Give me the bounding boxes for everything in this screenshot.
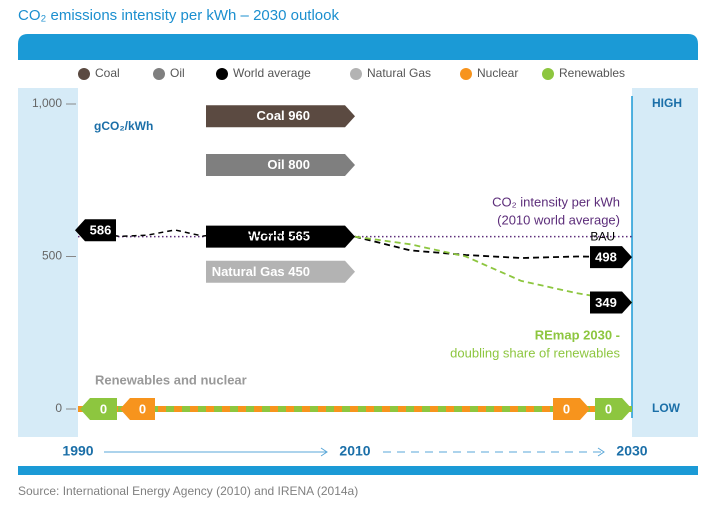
legend-label: Coal [95, 66, 120, 80]
zero-tag [80, 398, 117, 420]
source: Source: International Energy Agency (201… [18, 484, 358, 498]
x-tick-label: 1990 [62, 443, 93, 459]
value-tag [75, 219, 116, 242]
zero-tag-label: 0 [139, 401, 146, 416]
level-name: Coal [257, 109, 285, 124]
level-value: 450 [288, 264, 310, 279]
level-value: 800 [288, 157, 310, 172]
level-tag-label: Oil 800 [267, 157, 310, 172]
title: CO₂ emissions intensity per kWh – 2030 o… [18, 7, 339, 24]
y-tick-label: 500 [42, 249, 62, 263]
level-tag [206, 260, 355, 283]
level-value: 565 [288, 229, 310, 244]
legend-swatch [78, 68, 90, 80]
low-label: LOW [652, 401, 681, 415]
level-tag [206, 154, 355, 176]
legend-label: World average [233, 66, 311, 80]
annotation: Renewables and nuclear [95, 372, 247, 387]
series-label: BAU [590, 229, 615, 243]
timeline-arrow [320, 447, 328, 457]
top-band [18, 34, 698, 60]
legend-swatch [216, 68, 228, 80]
plot-area [78, 88, 632, 437]
y-tick-label: 0 [55, 401, 62, 415]
level-name: Oil [267, 157, 284, 172]
legend-label: Nuclear [477, 66, 518, 80]
timeline-arrow [597, 447, 605, 457]
legend-swatch [153, 68, 165, 80]
series-line [354, 235, 633, 259]
series-label: REmap 2030 - [535, 327, 620, 342]
level-name: Natural Gas [212, 264, 285, 279]
zero-tag [595, 398, 632, 420]
level-tag [206, 105, 355, 128]
level-tag-label: Natural Gas 450 [212, 264, 310, 279]
y-tick-label: 1,000 [32, 96, 62, 110]
zero-tag-label: 0 [100, 401, 107, 416]
legend-label: Natural Gas [367, 66, 431, 80]
legend-label: Renewables [559, 66, 625, 80]
legend-swatch [350, 68, 362, 80]
legend-swatch [460, 68, 472, 80]
zero-tag-label: 0 [605, 401, 612, 416]
bottom-band [18, 466, 698, 475]
level-value: 960 [288, 109, 310, 124]
high-label: HIGH [652, 96, 682, 110]
zero-tag-label: 0 [563, 401, 570, 416]
unit-label: gCO₂/kWh [94, 119, 153, 133]
annotation: (2010 world average) [497, 212, 620, 227]
zero-tag [553, 398, 590, 420]
level-tag [206, 225, 355, 248]
value-tag-label: 349 [595, 295, 617, 310]
value-tag [590, 291, 632, 314]
series-note: doubling share of renewables [450, 345, 620, 360]
value-tag-label: 586 [90, 223, 112, 238]
level-tag-label: Coal 960 [257, 109, 311, 124]
zero-tag [120, 398, 155, 420]
annotation: CO₂ intensity per kWh [492, 194, 620, 209]
x-tick-label: 2030 [616, 443, 647, 459]
legend-label: Oil [170, 66, 185, 80]
value-tag-label: 498 [595, 250, 617, 265]
legend-swatch [542, 68, 554, 80]
x-tick-label: 2010 [339, 443, 370, 459]
series-line [77, 229, 356, 238]
value-tag [590, 246, 632, 269]
series-line [354, 235, 633, 304]
